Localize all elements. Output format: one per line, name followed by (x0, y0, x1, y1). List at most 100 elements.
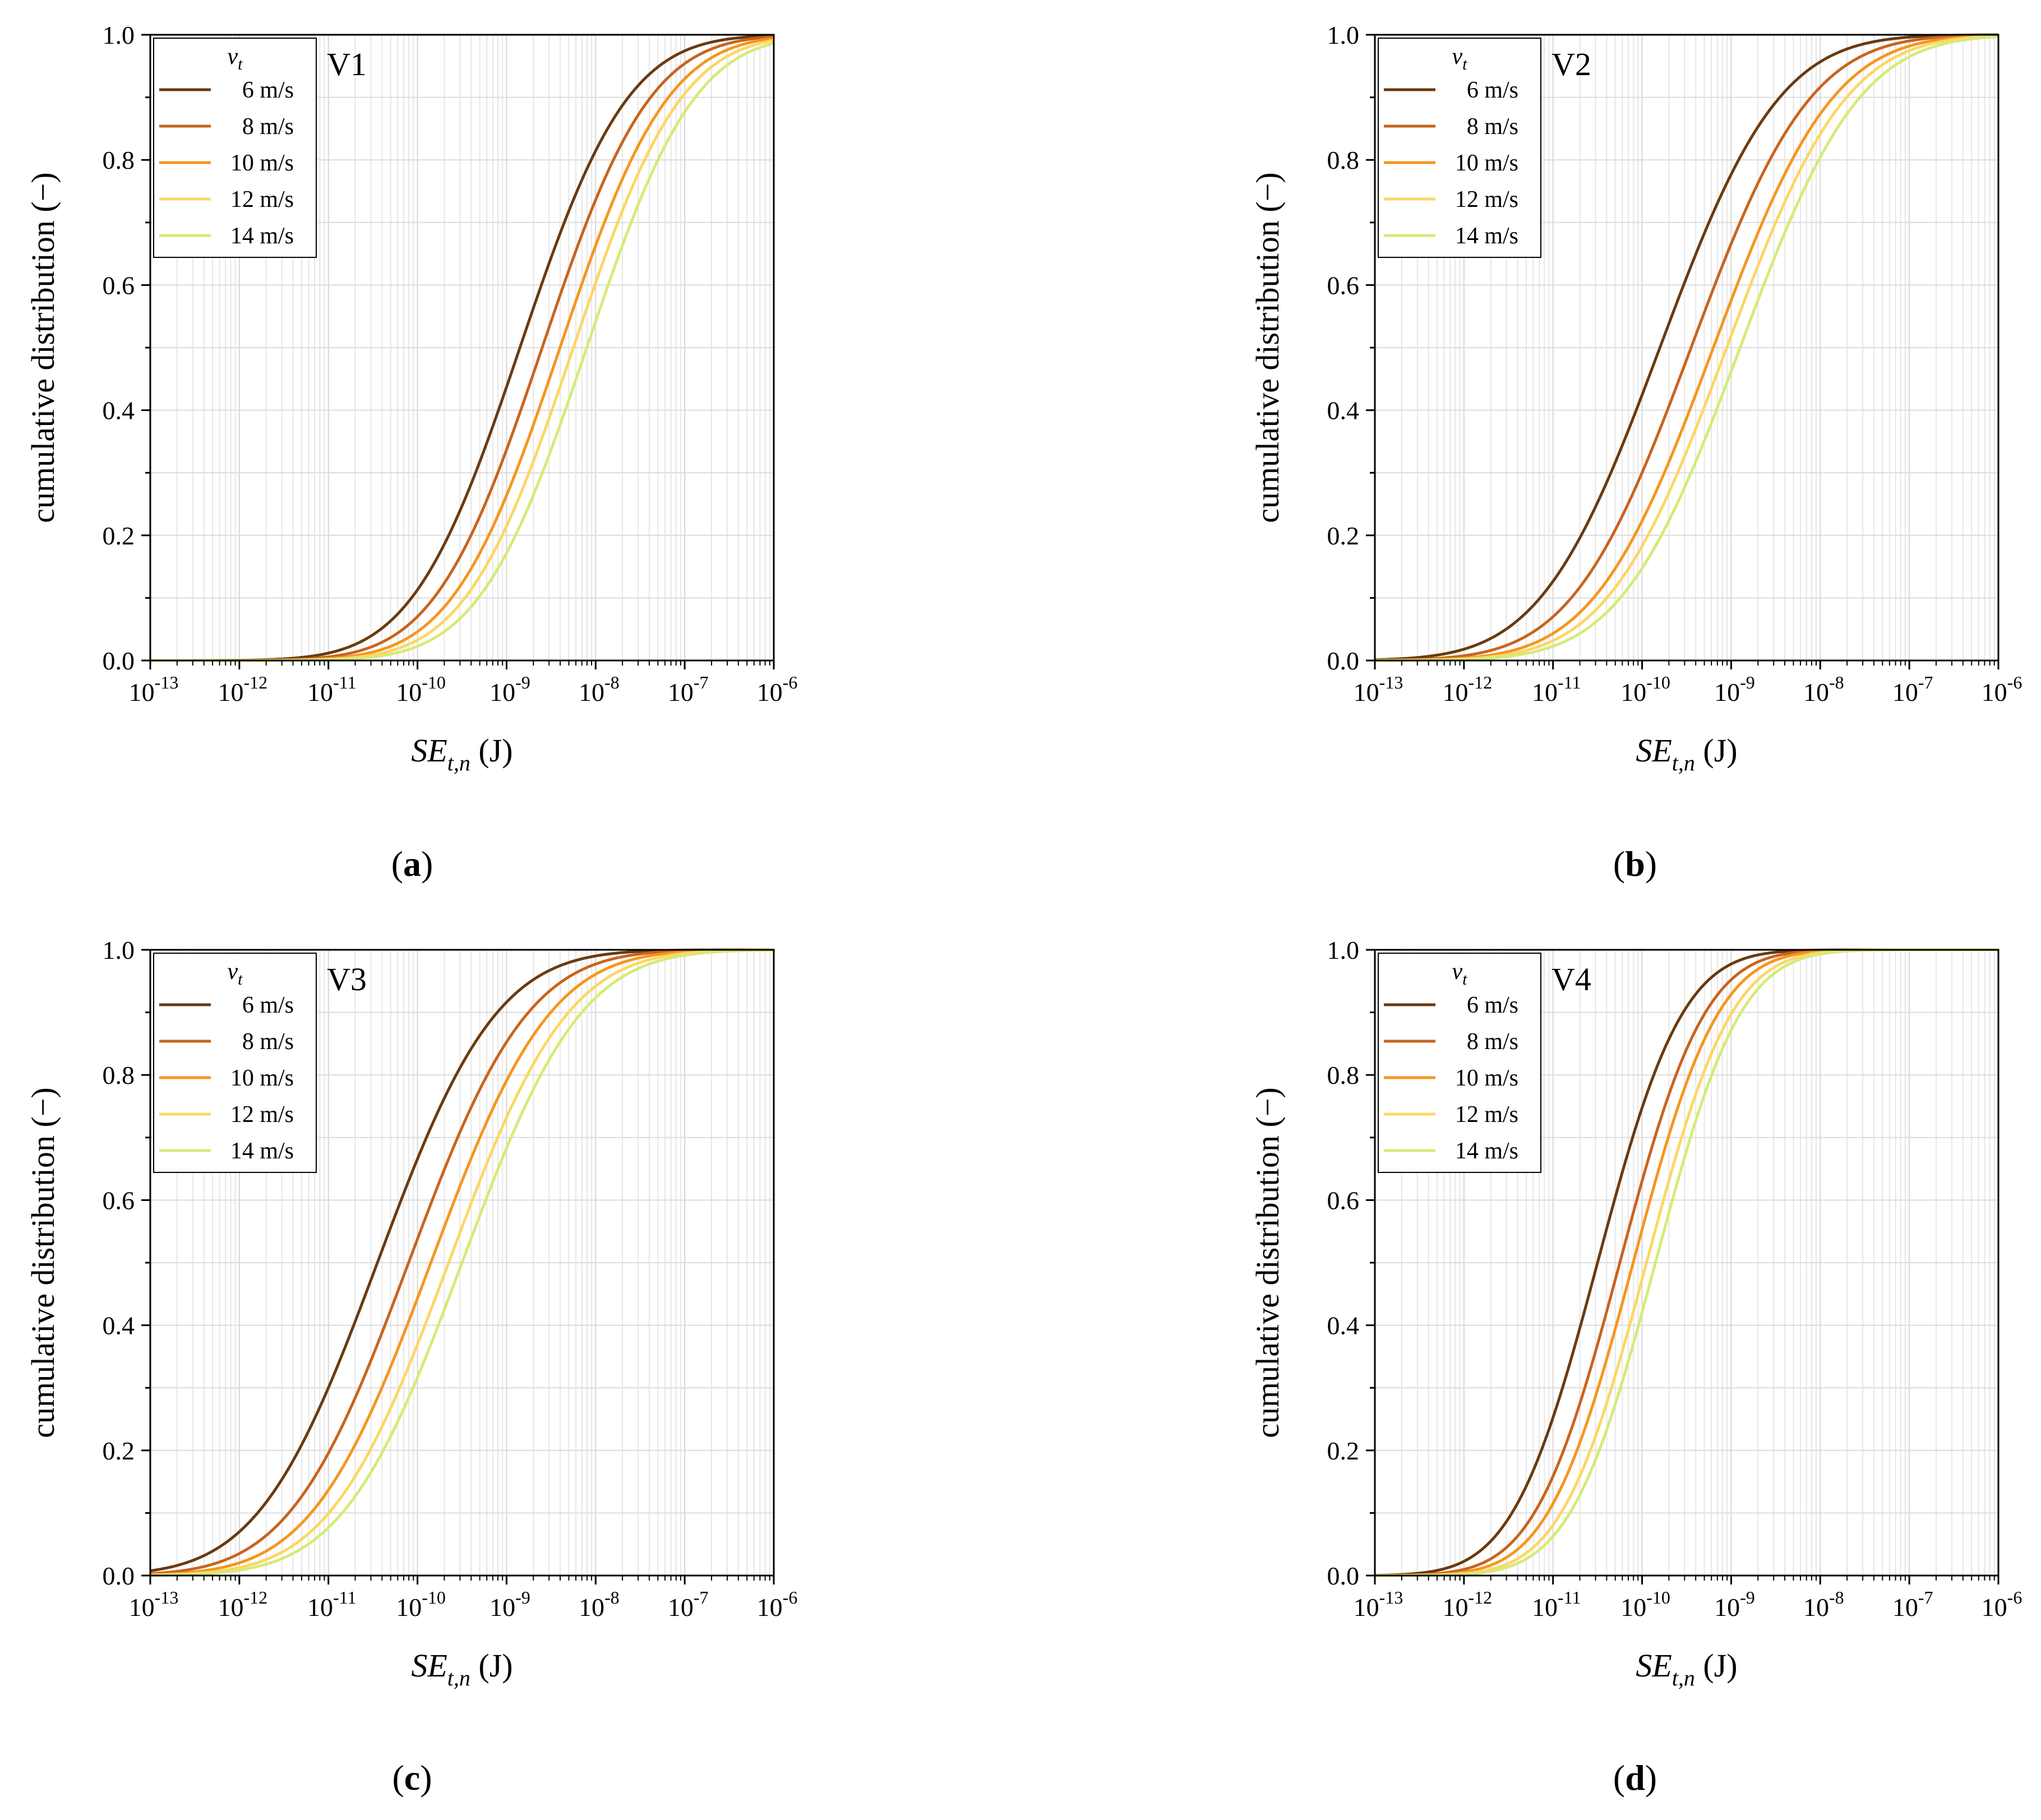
y-tick-label: 0.0 (1327, 1562, 1360, 1590)
y-axis: 0.0 0.2 0.4 0.6 0.8 1.0 (103, 936, 150, 1590)
x-tick-label: 10-8 (579, 672, 620, 706)
x-tick-label: 10-9 (1714, 1587, 1755, 1622)
legend-entry: 8 m/s (242, 114, 294, 140)
x-axis-title: SEt,n (J) (1636, 1647, 1737, 1690)
panel-label-c: (c) (392, 1758, 432, 1798)
x-tick-label: 10-10 (1620, 672, 1670, 706)
y-tick-label: 0.4 (103, 1311, 135, 1340)
legend-entry: 6 m/s (1467, 992, 1518, 1018)
x-tick-label: 10-12 (1443, 1587, 1493, 1622)
y-tick-label: 1.0 (1327, 936, 1360, 964)
y-tick-label: 0.6 (103, 1186, 135, 1214)
x-tick-label: 10-7 (1892, 672, 1933, 706)
legend-box (153, 38, 317, 258)
x-tick-label: 10-9 (1714, 672, 1755, 706)
x-tick-label: 10-6 (757, 1587, 798, 1622)
chart-panel-c: 10-13 10-12 10-11 10-10 10-9 10-8 10-7 10-60.00… (25, 936, 797, 1690)
y-axis-title: cumulative distribution (−) (1249, 172, 1286, 523)
x-tick-label: 10-10 (1620, 1587, 1670, 1622)
legend-entry: 12 m/s (1455, 187, 1518, 213)
x-axis-title: SEt,n (J) (411, 732, 512, 775)
chart-panel-d: 10-13 10-12 10-11 10-10 10-9 10-8 10-7 10-60.00… (1249, 936, 2022, 1690)
legend-entry: 8 m/s (1467, 1029, 1518, 1055)
x-tick-label: 10-12 (218, 672, 268, 706)
x-tick-label: 10-8 (579, 1587, 620, 1622)
x-axis: 10-13 10-12 10-11 10-10 10-9 10-8 10-7 10-6 (129, 660, 798, 706)
y-tick-label: 0.6 (1327, 1186, 1360, 1214)
x-tick-label: 10-9 (490, 672, 530, 706)
x-tick-label: 10-6 (1982, 672, 2022, 706)
legend-entry: 14 m/s (1455, 1138, 1518, 1164)
legend: vt 6 m/s 8 m/s 10 m/s 12 m/s 14 m/s (1378, 953, 1541, 1173)
legend-entry: 10 m/s (1455, 1065, 1518, 1091)
y-axis-title: cumulative distribution (−) (25, 1087, 61, 1438)
legend: vt 6 m/s 8 m/s 10 m/s 12 m/s 14 m/s (153, 38, 317, 258)
x-axis: 10-13 10-12 10-11 10-10 10-9 10-8 10-7 10-6 (129, 1576, 798, 1622)
y-axis: 0.0 0.2 0.4 0.6 0.8 1.0 (1327, 21, 1375, 675)
legend-entry: 12 m/s (230, 187, 294, 213)
legend-box (1378, 38, 1541, 258)
y-axis-title: cumulative distribution (−) (25, 172, 61, 523)
x-tick-label: 10-6 (757, 672, 798, 706)
y-tick-label: 1.0 (103, 21, 135, 49)
y-axis: 0.0 0.2 0.4 0.6 0.8 1.0 (103, 21, 150, 675)
legend-entry: 6 m/s (1467, 77, 1518, 103)
legend-entry: 6 m/s (242, 992, 294, 1018)
x-tick-label: 10-7 (1892, 1587, 1933, 1622)
x-tick-label: 10-11 (307, 672, 356, 706)
x-tick-label: 10-9 (490, 1587, 530, 1622)
y-tick-label: 0.0 (103, 646, 135, 675)
x-tick-label: 10-13 (129, 672, 179, 706)
x-tick-label: 10-11 (1532, 672, 1581, 706)
y-tick-label: 0.8 (1327, 146, 1360, 174)
panel-label-b: (b) (1613, 844, 1657, 884)
series-line-8ms (150, 948, 774, 1576)
x-tick-label: 10-6 (1982, 1587, 2022, 1622)
legend-entry: 8 m/s (242, 1029, 294, 1055)
legend: vt 6 m/s 8 m/s 10 m/s 12 m/s 14 m/s (1378, 38, 1541, 258)
x-tick-label: 10-13 (1354, 1587, 1403, 1622)
y-tick-label: 0.8 (103, 1061, 135, 1089)
x-tick-label: 10-13 (129, 1587, 179, 1622)
legend-entry: 8 m/s (1467, 114, 1518, 140)
y-tick-label: 0.2 (103, 1436, 135, 1465)
y-tick-label: 0.4 (1327, 396, 1360, 425)
legend-entry: 10 m/s (230, 150, 294, 176)
y-tick-label: 0.0 (1327, 646, 1360, 675)
x-axis: 10-13 10-12 10-11 10-10 10-9 10-8 10-7 10-6 (1354, 1576, 2022, 1622)
series-line-10ms (150, 948, 774, 1576)
series-line-8ms (1374, 34, 1999, 662)
x-tick-label: 10-7 (668, 672, 709, 706)
legend-entry: 12 m/s (1455, 1102, 1518, 1128)
y-tick-label: 1.0 (1327, 21, 1360, 49)
x-axis-title: SEt,n (J) (411, 1647, 512, 1690)
y-tick-label: 1.0 (103, 936, 135, 964)
y-axis: 0.0 0.2 0.4 0.6 0.8 1.0 (1327, 936, 1375, 1590)
y-tick-label: 0.8 (1327, 1061, 1360, 1089)
x-tick-label: 10-12 (218, 1587, 268, 1622)
y-tick-label: 0.0 (103, 1562, 135, 1590)
legend-title: vt (228, 959, 243, 988)
y-tick-label: 0.8 (103, 146, 135, 174)
panel-title: V2 (1551, 46, 1591, 82)
y-tick-label: 0.6 (103, 271, 135, 299)
panel-label-a: (a) (391, 844, 433, 884)
x-tick-label: 10-11 (1532, 1587, 1581, 1622)
legend-entry: 14 m/s (230, 1138, 294, 1164)
x-tick-label: 10-7 (668, 1587, 709, 1622)
series-line-6ms (1374, 33, 1999, 662)
legend-box (1378, 953, 1541, 1173)
legend-entry: 14 m/s (230, 223, 294, 249)
x-tick-label: 10-12 (1443, 672, 1493, 706)
series-line-12ms (150, 948, 774, 1577)
panel-label-d: (d) (1613, 1758, 1657, 1798)
legend-entry: 14 m/s (1455, 223, 1518, 249)
y-axis-title: cumulative distribution (−) (1249, 1087, 1286, 1438)
panel-title: V4 (1551, 961, 1591, 997)
legend: vt 6 m/s 8 m/s 10 m/s 12 m/s 14 m/s (153, 953, 317, 1173)
legend-title: vt (1452, 959, 1468, 988)
x-axis: 10-13 10-12 10-11 10-10 10-9 10-8 10-7 10-6 (1354, 660, 2022, 706)
series-line-14ms (1374, 35, 1999, 662)
legend-entry: 10 m/s (230, 1065, 294, 1091)
